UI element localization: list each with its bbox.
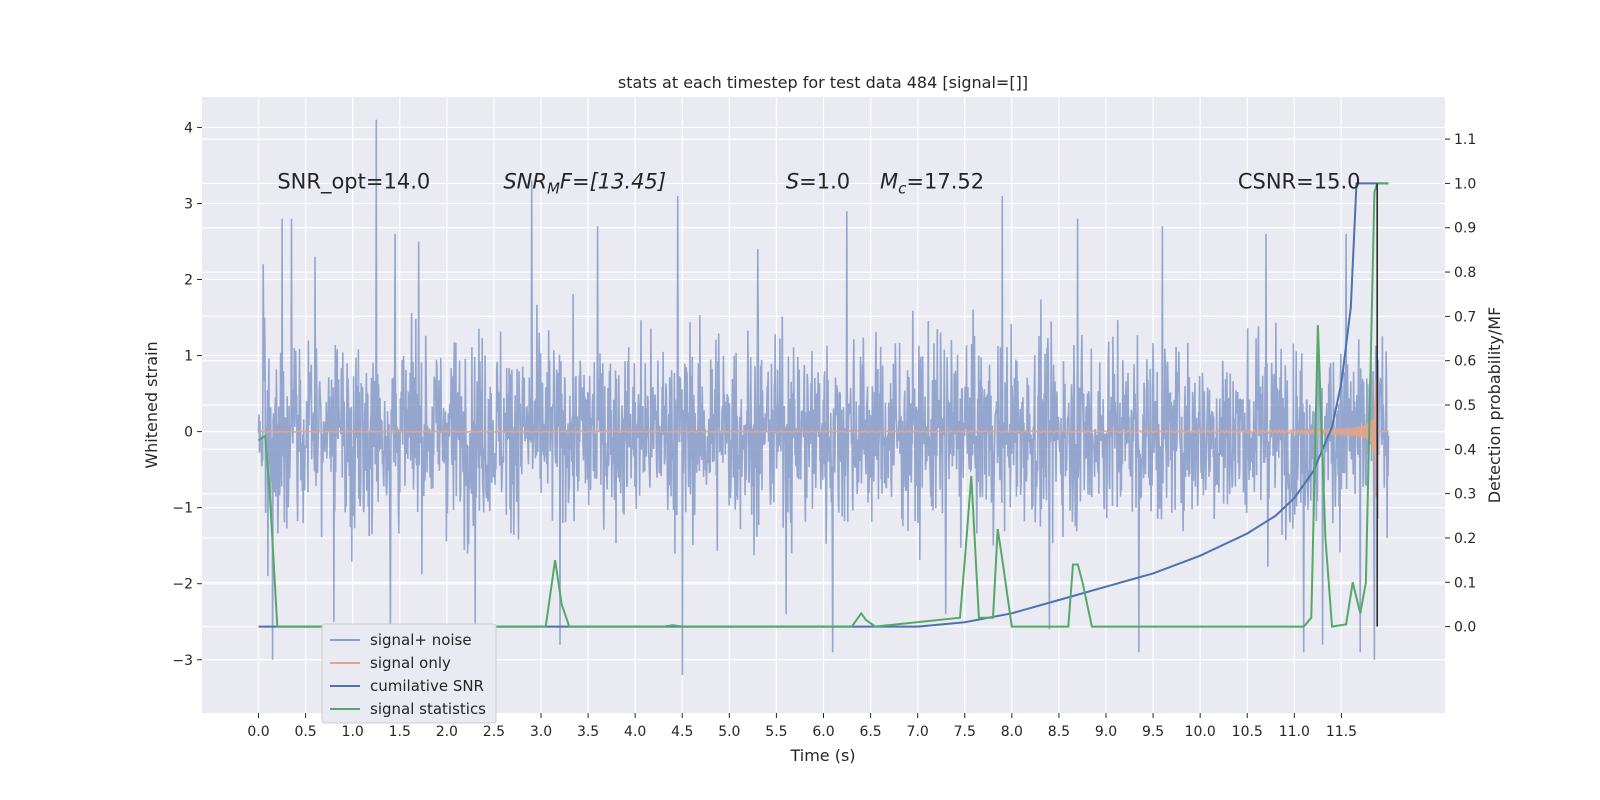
x-tick-label: 2.5 xyxy=(483,724,505,740)
x-tick-label: 0.0 xyxy=(247,724,269,740)
y-tick-label: 4 xyxy=(184,120,193,136)
x-tick-label: 10.0 xyxy=(1185,724,1216,740)
x-tick-label: 3.5 xyxy=(577,724,599,740)
legend-label: signal only xyxy=(370,654,451,672)
y-axis-ticks: −3 −2 −1 0 1 2 3 4 xyxy=(172,120,202,669)
annotation-text: Mc=17.52 xyxy=(880,170,984,198)
chart-title: stats at each timestep for test data 484… xyxy=(618,73,1028,92)
y-tick-label: 0 xyxy=(184,425,193,441)
x-tick-label: 8.0 xyxy=(1001,724,1023,740)
y-axis-label: Whitened strain xyxy=(142,341,161,468)
x-tick-label: 4.5 xyxy=(671,724,693,740)
y2-tick-label: 1.1 xyxy=(1454,132,1476,148)
signal-statistics-line xyxy=(257,182,1389,628)
annotation-text: CSNR=15.0 xyxy=(1238,170,1361,194)
y2-tick-label: 0.4 xyxy=(1454,442,1476,458)
x-axis-label: Time (s) xyxy=(789,746,855,765)
x-tick-label: 3.0 xyxy=(530,724,552,740)
legend-box xyxy=(321,623,497,724)
y2-axis-ticks: 0.0 0.1 0.2 0.3 0.4 0.5 0.6 0.7 0.8 0.9 1.0 1.1 xyxy=(1445,132,1476,636)
y2-tick-label: 0.9 xyxy=(1454,221,1476,237)
legend-label: cumilative SNR xyxy=(370,677,484,695)
y2-tick-label: 0.7 xyxy=(1454,309,1476,325)
cumulative-snr-line xyxy=(258,182,1389,628)
signal-only-series xyxy=(258,380,1389,497)
right-axis-series xyxy=(257,182,1389,628)
y-tick-label: 1 xyxy=(184,349,193,365)
y2-tick-label: 0.5 xyxy=(1454,398,1476,414)
y-tick-label: 3 xyxy=(184,196,193,212)
x-tick-label: 7.0 xyxy=(907,724,929,740)
y-tick-label: −1 xyxy=(172,501,193,517)
x-tick-label: 10.5 xyxy=(1232,724,1263,740)
y2-tick-label: 0.1 xyxy=(1454,575,1476,591)
y2-tick-label: 0.0 xyxy=(1454,620,1476,636)
y2-tick-label: 0.6 xyxy=(1454,354,1476,370)
annotations: SNR_opt=14.0 SNRMF=[13.45] S=1.0 Mc=17.52 CS… xyxy=(277,170,1360,198)
x-axis-ticks: 0.0 0.5 1.0 1.5 2.0 2.5 3.0 3.5 4.0 4.5 5.0 5.5 6.0 6… xyxy=(247,713,1357,740)
x-tick-label: 0.5 xyxy=(294,724,316,740)
y2-tick-label: 0.2 xyxy=(1454,531,1476,547)
x-tick-label: 8.5 xyxy=(1048,724,1070,740)
y2-tick-label: 1.0 xyxy=(1454,176,1476,192)
x-tick-label: 4.0 xyxy=(624,724,646,740)
x-tick-label: 1.0 xyxy=(342,724,364,740)
annotation-text: SNR_opt=14.0 xyxy=(277,170,430,195)
legend: signal+ noise signal only cumilative SNR si… xyxy=(321,623,497,724)
y2-axis-label: Detection probability/MF xyxy=(1485,307,1504,504)
x-tick-label: 9.0 xyxy=(1095,724,1117,740)
legend-label: signal statistics xyxy=(370,700,486,718)
x-tick-label: 6.0 xyxy=(812,724,834,740)
legend-label: signal+ noise xyxy=(370,631,472,649)
x-tick-label: 2.0 xyxy=(436,724,458,740)
x-tick-label: 6.5 xyxy=(859,724,881,740)
y-tick-label: 2 xyxy=(184,273,193,289)
y-tick-label: −2 xyxy=(172,577,193,593)
y-tick-label: −3 xyxy=(172,653,193,669)
annotation-text: SNRMF=[13.45] xyxy=(503,170,666,198)
signal-only-line xyxy=(258,380,1389,497)
y2-tick-label: 0.8 xyxy=(1454,265,1476,281)
x-tick-label: 11.0 xyxy=(1279,724,1310,740)
x-tick-label: 9.5 xyxy=(1142,724,1164,740)
x-tick-label: 5.0 xyxy=(718,724,740,740)
x-tick-label: 11.5 xyxy=(1326,724,1357,740)
annotation-text: S=1.0 xyxy=(786,170,850,194)
x-tick-label: 5.5 xyxy=(765,724,787,740)
y2-tick-label: 0.3 xyxy=(1454,487,1476,503)
x-tick-label: 1.5 xyxy=(389,724,411,740)
x-tick-label: 7.5 xyxy=(954,724,976,740)
